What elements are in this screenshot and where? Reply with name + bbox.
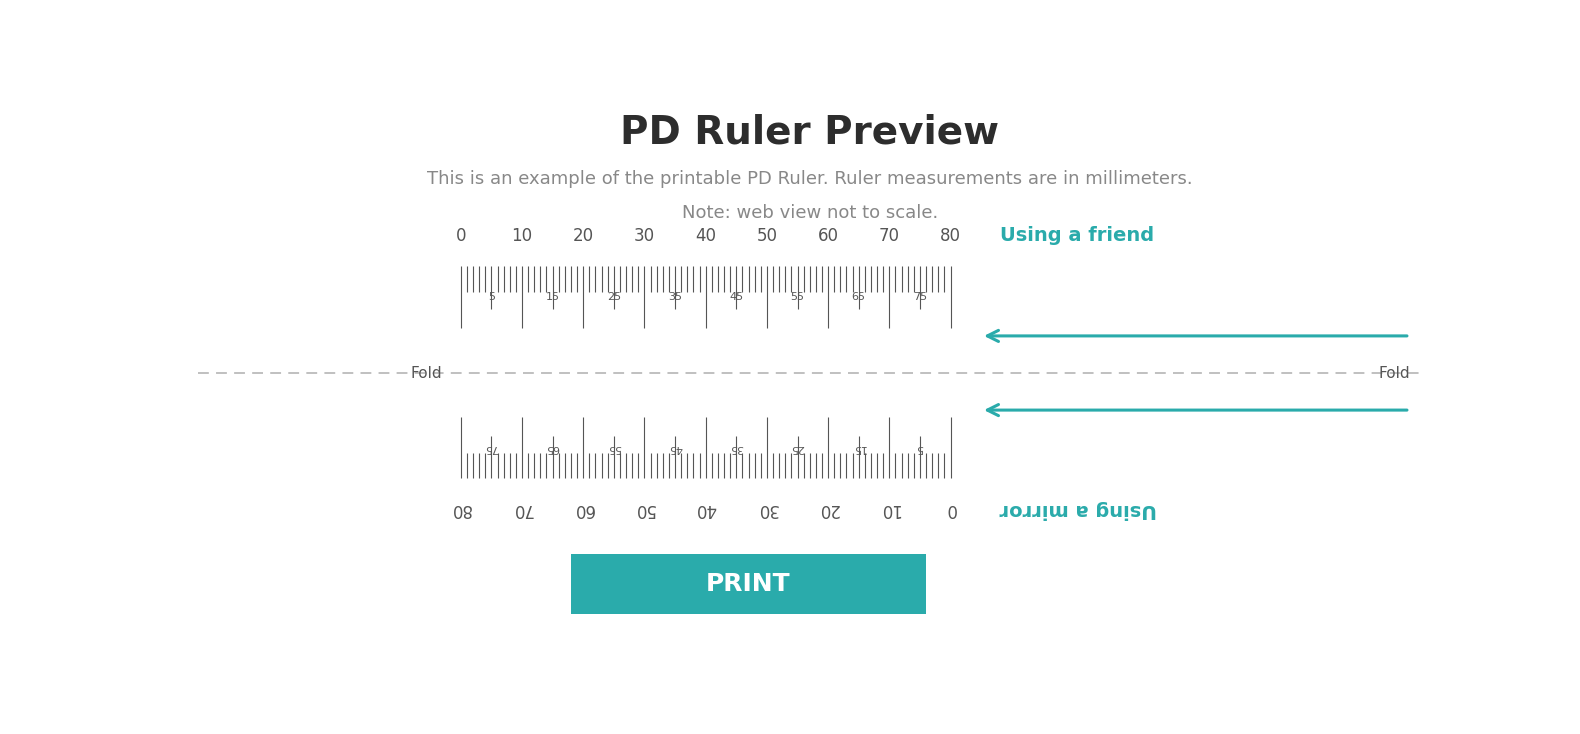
Text: 45: 45 xyxy=(668,443,683,453)
Text: 0: 0 xyxy=(455,227,466,244)
Text: 80: 80 xyxy=(450,500,471,517)
Text: 30: 30 xyxy=(757,500,777,517)
Text: This is an example of the printable PD Ruler. Ruler measurements are in millimet: This is an example of the printable PD R… xyxy=(427,170,1193,188)
Text: 5: 5 xyxy=(916,443,923,453)
Text: 70: 70 xyxy=(512,500,532,517)
Text: 50: 50 xyxy=(634,500,656,517)
Text: 25: 25 xyxy=(790,443,804,453)
Text: Using a mirror: Using a mirror xyxy=(1000,500,1157,518)
Text: 30: 30 xyxy=(634,227,656,244)
Text: 75: 75 xyxy=(485,443,498,453)
Text: Fold: Fold xyxy=(1378,366,1409,381)
Text: 40: 40 xyxy=(695,500,716,517)
Text: 0: 0 xyxy=(945,500,956,517)
Text: 20: 20 xyxy=(817,500,839,517)
Text: 45: 45 xyxy=(730,292,743,302)
Text: Using a friend: Using a friend xyxy=(1000,225,1153,244)
Text: 35: 35 xyxy=(668,292,683,302)
Text: Note: web view not to scale.: Note: web view not to scale. xyxy=(681,204,939,222)
Text: 60: 60 xyxy=(817,227,839,244)
Text: 75: 75 xyxy=(913,292,927,302)
Text: 10: 10 xyxy=(878,500,901,517)
Text: 5: 5 xyxy=(488,292,495,302)
Text: 55: 55 xyxy=(607,443,621,453)
Text: PD Ruler Preview: PD Ruler Preview xyxy=(621,114,999,151)
Text: 70: 70 xyxy=(878,227,901,244)
Text: 80: 80 xyxy=(940,227,961,244)
Text: 25: 25 xyxy=(607,292,621,302)
Text: 50: 50 xyxy=(757,227,777,244)
Text: 60: 60 xyxy=(572,500,594,517)
Text: 15: 15 xyxy=(852,443,866,453)
Text: 20: 20 xyxy=(572,227,594,244)
Text: PRINT: PRINT xyxy=(706,572,792,596)
Text: 35: 35 xyxy=(730,443,743,453)
Text: 65: 65 xyxy=(852,292,866,302)
Text: 40: 40 xyxy=(695,227,716,244)
Text: 10: 10 xyxy=(512,227,532,244)
Text: 65: 65 xyxy=(545,443,559,453)
Text: 15: 15 xyxy=(545,292,559,302)
Text: Fold: Fold xyxy=(411,366,442,381)
Text: 55: 55 xyxy=(790,292,804,302)
FancyBboxPatch shape xyxy=(570,554,926,614)
